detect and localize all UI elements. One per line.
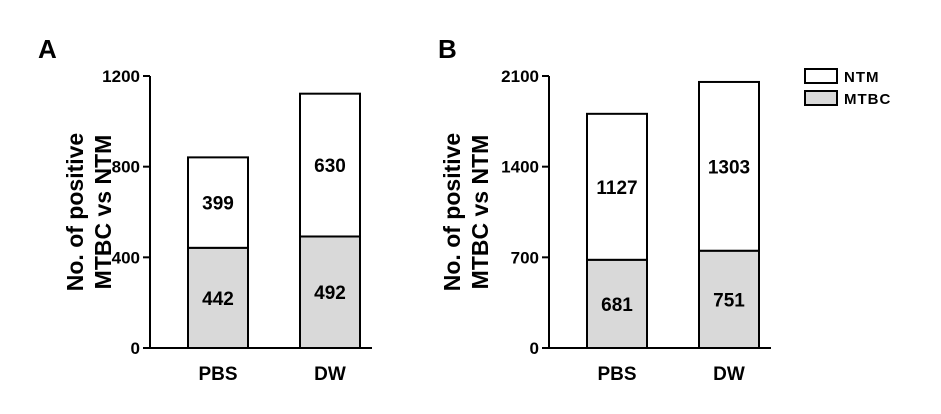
panel-a: A No. of positive MTBC vs NTM 0 400 800 1200 44…: [38, 34, 372, 385]
bar-ntm-dw: [698, 80, 760, 252]
x-tick-label: DW: [314, 364, 346, 385]
y-tick-label: 400: [112, 248, 140, 267]
legend: NTM MTBC: [804, 68, 891, 108]
panel-letter: A: [38, 34, 57, 64]
data-label-mtbc-pbs: 442: [202, 289, 234, 310]
y-tick-label: 2100: [501, 67, 539, 86]
x-tick-label: DW: [713, 364, 745, 385]
bar-ntm-pbs: [586, 112, 648, 261]
data-label-ntm-dw: 1303: [708, 157, 750, 178]
bar-mtbc-pbs: [586, 258, 648, 349]
data-label-mtbc-dw: 751: [713, 290, 745, 311]
legend-label-ntm: NTM: [844, 69, 880, 86]
panel-letter: B: [438, 34, 457, 64]
data-label-mtbc-dw: 492: [314, 283, 346, 304]
y-tick-label: 0: [530, 339, 539, 358]
y-axis-label: MTBC vs NTM: [90, 135, 116, 290]
data-label-ntm-pbs: 399: [202, 194, 234, 215]
data-label-ntm-dw: 630: [314, 156, 346, 177]
y-axis-label: No. of positive: [439, 133, 465, 291]
y-tick-label: 1200: [102, 67, 140, 86]
y-tick-label: 0: [131, 339, 140, 358]
legend-label-mtbc: MTBC: [844, 91, 891, 108]
data-label-mtbc-pbs: 681: [601, 295, 633, 316]
x-tick-label: PBS: [198, 364, 237, 385]
bar-ntm-dw: [299, 92, 361, 238]
legend-swatch-mtbc: [804, 90, 838, 106]
y-tick-label: 1400: [501, 158, 539, 177]
bar-ntm-pbs: [187, 156, 249, 249]
x-tick-label: PBS: [597, 364, 636, 385]
y-tick-label: 800: [112, 158, 140, 177]
y-axis-label: MTBC vs NTM: [467, 135, 493, 290]
y-axis-label: No. of positive: [62, 133, 88, 291]
y-tick-label: 700: [511, 248, 539, 267]
data-label-ntm-pbs: 1127: [596, 178, 637, 199]
legend-swatch-ntm: [804, 68, 838, 84]
panel-b: B No. of positive MTBC vs NTM 0 700 1400 2100 6…: [438, 34, 771, 385]
